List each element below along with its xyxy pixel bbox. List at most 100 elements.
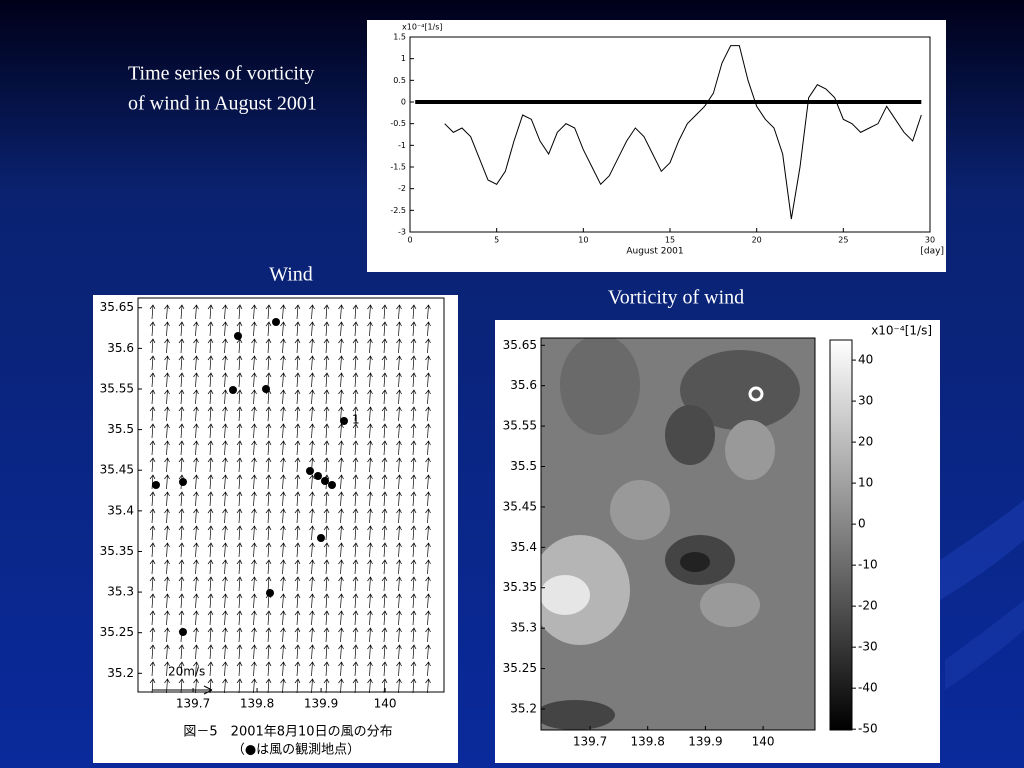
- frame: [137, 297, 445, 693]
- wind-arrow: [294, 372, 301, 388]
- wind-arrow: [352, 372, 359, 388]
- wind-arrow: [265, 474, 272, 490]
- wind-arrow: [396, 440, 402, 456]
- wind-arrow: [323, 406, 330, 422]
- wind-arrow: [193, 508, 199, 524]
- wind-arrow: [222, 508, 228, 524]
- wind-arrow: [294, 338, 301, 354]
- wind-arrow: [207, 627, 214, 643]
- wind-arrow: [265, 457, 272, 473]
- wind-arrow: [309, 440, 315, 456]
- wind-arrow: [338, 491, 344, 507]
- x-tick-label: 139.9: [304, 697, 338, 711]
- wind-arrow: [396, 406, 402, 422]
- wind-arrow: [410, 525, 417, 541]
- wind-arrow: [193, 542, 199, 558]
- wind-arrow: [294, 576, 301, 592]
- wind-arrow: [396, 355, 402, 371]
- wind-arrow: [207, 508, 214, 524]
- wind-arrow: [193, 661, 199, 677]
- wind-arrow: [381, 304, 388, 320]
- wind-arrow: [178, 576, 185, 592]
- wind-arrow: [323, 593, 330, 609]
- x-tick-label: 25: [838, 236, 848, 245]
- wind-arrow: [251, 406, 257, 422]
- wind-arrow: [410, 304, 417, 320]
- wind-arrow: [309, 474, 315, 490]
- colorbar-tick-label: 40: [858, 353, 873, 367]
- wind-arrow: [164, 372, 170, 388]
- wind-arrow: [396, 593, 402, 609]
- x-axis-label: August 2001: [626, 247, 683, 257]
- wind-arrow: [294, 491, 301, 507]
- wind-arrow: [381, 644, 388, 660]
- y-tick-label: 35.5: [510, 459, 537, 473]
- colorbar-tick-label: 0: [858, 517, 866, 531]
- wind-arrow: [381, 525, 388, 541]
- wind-arrow: [309, 491, 315, 507]
- wind-arrow: [338, 593, 344, 609]
- wind-arrow: [193, 474, 199, 490]
- wind-arrow: [280, 372, 286, 388]
- wind-arrow: [309, 304, 315, 320]
- wind-arrow: [381, 491, 388, 507]
- wind-arrow: [396, 389, 402, 405]
- wind-arrow: [178, 338, 185, 354]
- wind-arrow: [149, 372, 156, 388]
- wind-arrow: [178, 355, 185, 371]
- wind-arrow: [381, 474, 388, 490]
- wind-arrow: [309, 661, 315, 677]
- wind-arrow: [367, 321, 373, 337]
- wind-arrow: [425, 559, 431, 575]
- wind-arrow: [425, 474, 431, 490]
- wind-arrow: [381, 355, 388, 371]
- wind-arrow: [323, 610, 330, 626]
- unit-label: x10⁻⁴[1/s]: [871, 324, 932, 338]
- wind-arrow: [193, 423, 199, 439]
- wind-arrow: [338, 627, 344, 643]
- x-axis-unit: [day]: [920, 247, 944, 257]
- wind-arrow: [265, 338, 272, 354]
- wind-arrow: [367, 576, 373, 592]
- wind-arrow: [425, 372, 431, 388]
- x-tick-label: 139.9: [688, 735, 722, 749]
- wind-arrow: [352, 593, 359, 609]
- wind-arrow: [294, 440, 301, 456]
- unit-label: x10⁻⁴[1/s]: [402, 23, 443, 32]
- wind-arrow: [323, 559, 330, 575]
- wind-arrow: [381, 372, 388, 388]
- wind-arrow: [294, 457, 301, 473]
- wind-arrow: [265, 559, 272, 575]
- wind-arrow: [149, 525, 156, 541]
- wind-arrow: [367, 491, 373, 507]
- wind-arrow: [178, 440, 185, 456]
- y-tick-label: 35.55: [100, 381, 134, 395]
- wind-arrow: [149, 644, 156, 660]
- wind-arrow: [309, 627, 315, 643]
- wind-arrow: [323, 491, 330, 507]
- wind-arrow: [396, 542, 402, 558]
- wind-arrow: [178, 321, 185, 337]
- x-tick-label: 139.7: [573, 735, 607, 749]
- wind-arrow: [396, 304, 402, 320]
- wind-arrow: [367, 406, 373, 422]
- wind-arrow: [149, 508, 156, 524]
- wind-arrow: [164, 474, 170, 490]
- wind-arrow: [396, 576, 402, 592]
- wind-arrow: [352, 355, 359, 371]
- wind-arrow: [280, 423, 286, 439]
- wind-arrow: [323, 372, 330, 388]
- wind-arrow: [309, 389, 315, 405]
- wind-arrow: [222, 338, 228, 354]
- wind-arrow: [222, 627, 228, 643]
- x-tick-label: 5: [494, 236, 499, 245]
- y-tick-label: 35.25: [503, 661, 537, 675]
- wind-arrow: [164, 593, 170, 609]
- wind-arrow: [425, 491, 431, 507]
- wind-arrow: [338, 474, 344, 490]
- wind-arrow: [280, 661, 286, 677]
- wind-arrow: [222, 644, 228, 660]
- wind-arrow: [352, 389, 359, 405]
- wind-arrow: [323, 304, 330, 320]
